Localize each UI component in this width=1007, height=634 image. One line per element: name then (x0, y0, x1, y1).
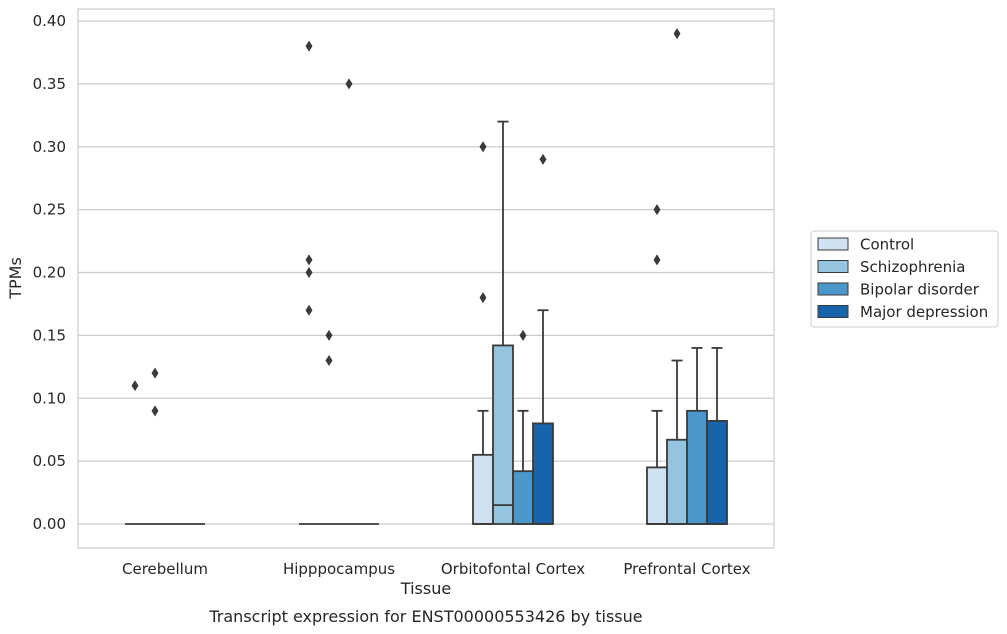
box-series (125, 28, 728, 525)
box-control (125, 380, 145, 525)
box-body (646, 466, 668, 525)
x-tick-label: Cerebellum (122, 560, 208, 578)
box-bipolar-disorder (339, 78, 359, 525)
outlier-point (305, 40, 313, 52)
y-tick-label: 0.20 (33, 264, 66, 282)
box-bipolar-disorder (686, 347, 708, 525)
outlier-point (653, 254, 661, 266)
x-tick-label: Prefrontal Cortex (623, 560, 750, 578)
outlier-point (305, 267, 313, 278)
y-tick-labels: 0.00 0.05 0.10 0.15 0.20 0.25 0.30 0.35 0.40 (33, 12, 66, 533)
x-axis-label: Tissue (400, 579, 451, 598)
y-tick-label: 0.10 (33, 389, 66, 407)
legend-label: Schizophrenia (860, 258, 965, 276)
box-control (646, 204, 668, 525)
legend-swatch (817, 282, 849, 296)
box-body (472, 453, 494, 525)
legend-label: Bipolar disorder (860, 281, 980, 299)
outlier-point (673, 28, 681, 40)
outlier-point (151, 367, 159, 379)
box-schizophrenia (145, 367, 165, 525)
box-body (686, 409, 708, 525)
outlier-point (151, 405, 159, 417)
y-tick-label: 0.40 (33, 12, 66, 30)
y-axis-label: TPMs (6, 257, 25, 300)
x-tick-label: Orbitofontal Cortex (441, 560, 585, 578)
box-body (492, 344, 514, 525)
legend-frame (810, 230, 999, 328)
legend-label: Control (860, 236, 914, 254)
legend-swatch (817, 305, 849, 318)
box-schizophrenia (319, 329, 339, 525)
box-bipolar-disorder (512, 329, 534, 525)
outlier-point (131, 380, 139, 392)
box-body (512, 470, 534, 525)
outlier-point (519, 329, 527, 341)
outlier-point (653, 204, 661, 216)
outlier-point (539, 153, 547, 165)
y-tick-label: 0.00 (33, 515, 66, 533)
plot-area-frame (77, 8, 775, 549)
x-tick-labels: Cerebellum Hipppocampus Orbitofontal Corte… (122, 560, 751, 578)
y-tick-label: 0.15 (33, 326, 66, 344)
legend-label: Major depression (860, 303, 988, 321)
legend: Control Schizophrenia Bipolar disorder Majo… (810, 230, 999, 328)
box-body (706, 419, 728, 525)
figure-caption: Transcript expression for ENST0000055342… (208, 607, 642, 626)
box-schizophrenia (666, 28, 688, 525)
outlier-point (305, 254, 313, 266)
box-major-depression (706, 347, 728, 525)
outlier-point (305, 304, 313, 316)
y-tick-label: 0.30 (33, 138, 66, 156)
box-control (299, 40, 319, 525)
box-body (532, 422, 554, 525)
y-tick-label: 0.35 (33, 75, 66, 93)
legend-swatch (817, 237, 849, 251)
box-body (666, 438, 688, 525)
outlier-point (325, 329, 333, 341)
gridlines (78, 20, 774, 525)
box-control (472, 141, 494, 525)
box-schizophrenia (492, 120, 514, 525)
outlier-point (479, 292, 487, 304)
outlier-point (345, 78, 353, 90)
y-tick-label: 0.25 (33, 201, 66, 219)
outlier-point (479, 141, 487, 153)
box-major-depression (532, 153, 554, 525)
x-tick-label: Hipppocampus (283, 560, 395, 578)
legend-swatch (817, 260, 849, 273)
y-tick-label: 0.05 (33, 452, 66, 470)
outlier-point (325, 355, 333, 367)
